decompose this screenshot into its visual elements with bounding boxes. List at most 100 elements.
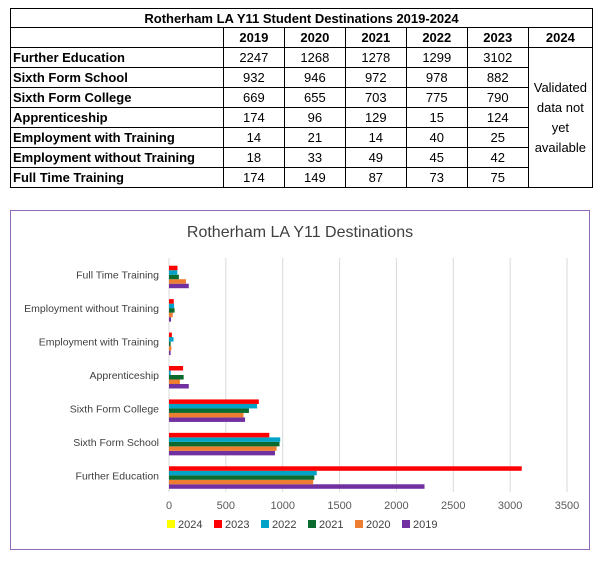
x-tick-label: 3500: [555, 500, 579, 512]
legend-swatch: [402, 520, 410, 528]
bar-2021: [169, 375, 184, 380]
row-label: Sixth Form College: [10, 87, 224, 108]
table-cell: 790: [466, 87, 529, 108]
header-year: 2019: [222, 27, 285, 48]
destinations-chart: Rotherham LA Y11 Destinations 0 500 1000 150…: [10, 210, 590, 550]
table-cell: 775: [405, 87, 468, 108]
row-label: Apprenticeship: [10, 107, 224, 128]
table-cell: 669: [222, 87, 285, 108]
table-cell: 21: [283, 127, 346, 148]
table-cell: 14: [344, 127, 407, 148]
header-year: 2021: [344, 27, 407, 48]
legend-swatch: [167, 520, 175, 528]
bar-2020: [169, 346, 172, 351]
legend-swatch: [261, 520, 269, 528]
table-cell: 124: [466, 107, 529, 128]
table-cell: 2247: [222, 47, 285, 68]
x-tick-label: 1000: [270, 500, 294, 512]
bar-2023: [169, 466, 522, 471]
table-cell: 15: [405, 107, 468, 128]
x-tick-label: 1500: [327, 500, 351, 512]
table-title-row: Rotherham LA Y11 Student Destinations 20…: [10, 8, 593, 28]
table-cell: 946: [283, 67, 346, 88]
table-cell: 129: [344, 107, 407, 128]
table-cell: 149: [283, 167, 346, 188]
destinations-table: Rotherham LA Y11 Student Destinations 20…: [10, 8, 594, 188]
bar-2019: [169, 384, 189, 389]
bar-2023: [169, 265, 178, 271]
table-cell: 882: [466, 67, 529, 88]
table-cell: 14: [222, 127, 285, 148]
bar-2023: [169, 432, 270, 438]
table-cell: 3102: [466, 47, 529, 68]
legend-label: 2021: [319, 519, 343, 531]
table-row: Sixth Form College 669 655 703 775 790: [10, 87, 593, 108]
note-line: Validated: [533, 79, 587, 95]
table-row: Employment with Training 14 21 14 40 25: [10, 127, 593, 148]
bar-2019: [169, 417, 246, 422]
table-cell: 1278: [344, 47, 407, 68]
table-cell: 42: [466, 147, 529, 168]
bar-2022: [169, 270, 178, 275]
table-cell: 73: [405, 167, 468, 188]
table-cell: 75: [466, 167, 529, 188]
table-row: Apprenticeship 174 96 129 15 124: [10, 107, 593, 128]
note-line: yet: [551, 119, 570, 135]
y-category-label: Employment with Training: [39, 337, 159, 349]
bar-2020: [169, 379, 180, 384]
bar-2021: [169, 441, 280, 447]
legend-swatch: [214, 520, 222, 528]
x-tick-label: 500: [217, 500, 235, 512]
table-row: Further Education 2247 1268 1278 1299 3102 Val…: [10, 47, 594, 188]
bar-2022: [169, 403, 258, 409]
note-line: data not: [536, 99, 584, 115]
bar-2021: [169, 475, 315, 480]
bar-2019: [169, 317, 172, 322]
row-label: Further Education: [10, 47, 224, 68]
table-cell: 655: [283, 87, 346, 108]
bar-2023: [169, 366, 184, 371]
bar-2019: [169, 450, 275, 456]
row-label: Sixth Form School: [10, 67, 224, 88]
bar-2021: [169, 308, 175, 313]
table-cell: 978: [405, 67, 468, 88]
y-category-label: Full Time Training: [76, 270, 159, 282]
bar-2020: [169, 279, 186, 284]
y-category-label: Further Education: [76, 470, 160, 482]
legend-swatch: [355, 520, 363, 528]
bar-2020: [169, 446, 277, 451]
bar-2021: [169, 341, 171, 347]
chart-title: Rotherham LA Y11 Destinations: [187, 224, 413, 241]
bar-2023: [169, 332, 172, 338]
no-data-note: Validated data not yet available: [527, 47, 594, 188]
x-tick-label: 0: [166, 500, 172, 512]
bar-2019: [169, 484, 425, 489]
table-row: Full Time Training 174 149 87 73 75: [10, 167, 593, 188]
destinations-table-wrapper: Rotherham LA Y11 Student Destinations 20…: [10, 8, 594, 188]
table-row: Employment without Training 18 33 49 45 42: [10, 147, 593, 168]
bar-2020: [169, 412, 244, 418]
bar-2019: [169, 350, 171, 356]
bar-2021: [169, 274, 179, 280]
bar-2019: [169, 283, 189, 289]
row-label: Employment with Training: [10, 127, 224, 148]
bar-2020: [169, 312, 173, 318]
header-year: 2020: [283, 27, 346, 48]
note-line: available: [534, 139, 587, 155]
bar-2022: [169, 303, 175, 309]
table-title: Rotherham LA Y11 Student Destinations 20…: [10, 8, 593, 28]
table-cell: 49: [344, 147, 407, 168]
header-year: 2023: [466, 27, 529, 48]
chart-svg: Rotherham LA Y11 Destinations 0 500 1000 150…: [24, 224, 579, 531]
bar-2020: [169, 479, 314, 485]
bar-2023: [169, 299, 174, 304]
table-cell: 174: [222, 167, 285, 188]
bar-2023: [169, 399, 259, 404]
y-category-label: Sixth Form School: [73, 437, 159, 449]
table-row: Sixth Form School 932 946 972 978 882: [10, 67, 593, 88]
y-category-label: Sixth Form College: [70, 403, 159, 415]
x-tick-label: 2500: [441, 500, 465, 512]
legend-label: 2023: [225, 519, 249, 531]
table-cell: 87: [344, 167, 407, 188]
x-tick-label: 3000: [498, 500, 522, 512]
